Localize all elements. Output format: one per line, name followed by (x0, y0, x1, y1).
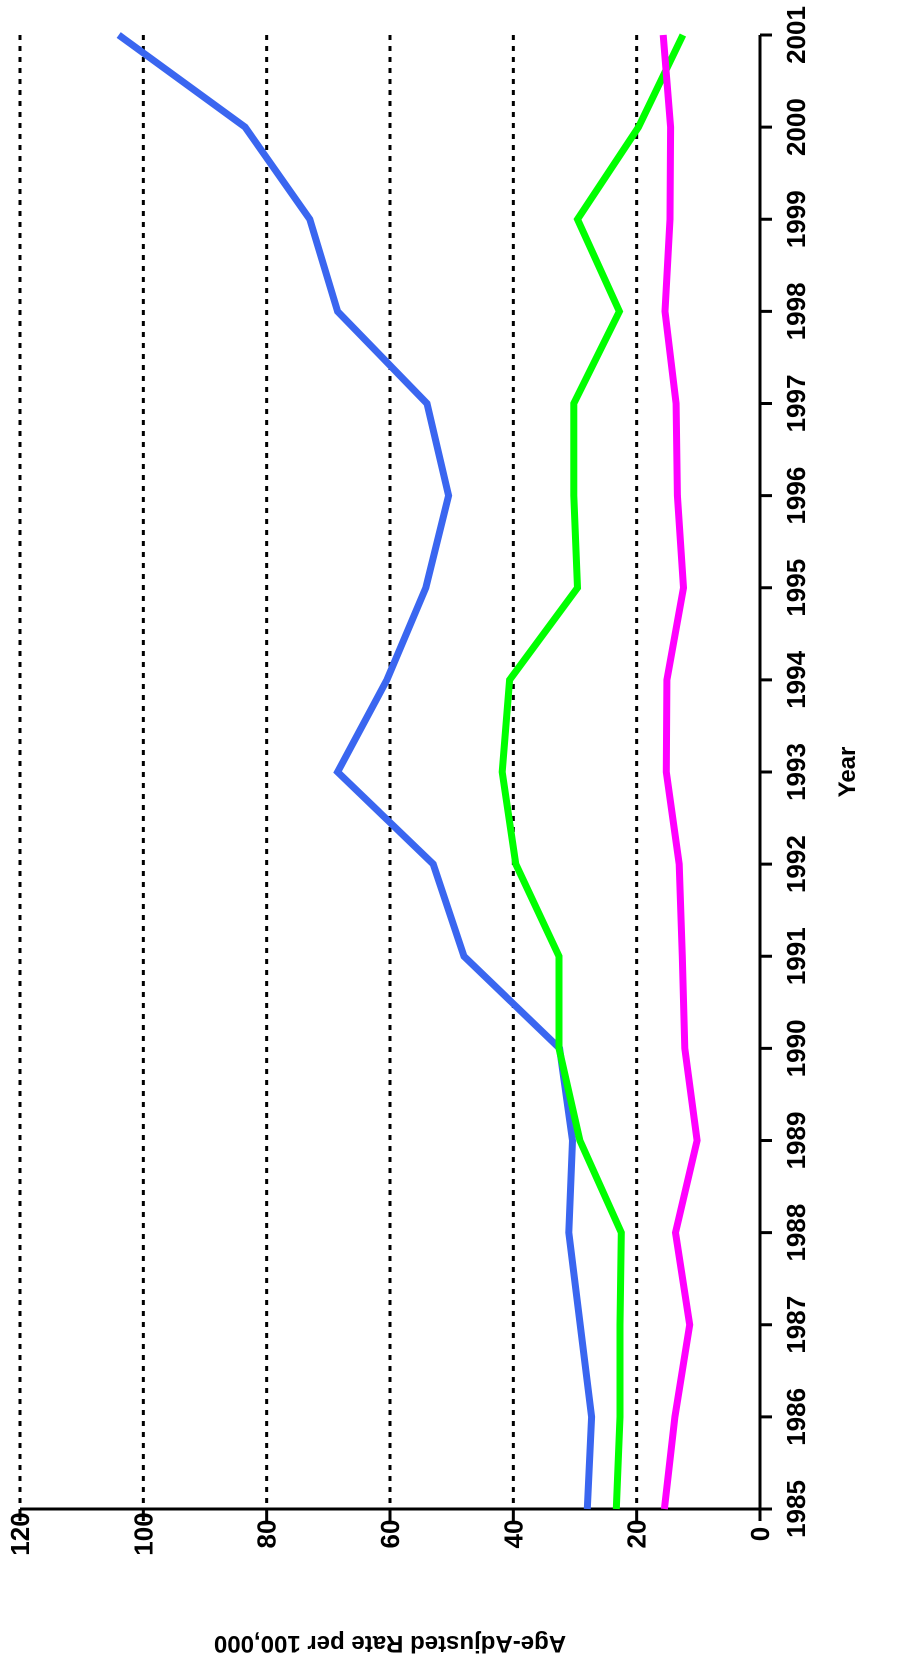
x-tick-label: 1988 (781, 1204, 811, 1262)
series (116, 32, 701, 1510)
gridlines (18, 35, 639, 1509)
ticks (18, 33, 772, 1521)
x-axis-label: Year (834, 747, 861, 798)
x-tick-label: 1989 (781, 1112, 811, 1170)
x-tick-label: 1998 (781, 282, 811, 340)
x-tick-label: 1992 (781, 835, 811, 893)
y-tick-label: 20 (622, 1520, 652, 1549)
x-tick-label: 1995 (781, 559, 811, 617)
x-tick-label: 2001 (781, 6, 811, 64)
series-line-2 (498, 33, 687, 1510)
tick-labels: 0 20 40 60 80 100 120 1985 1986 1987 1988 1989 1990 1… (5, 6, 811, 1556)
x-tick-label: 1997 (781, 375, 811, 433)
x-tick-label: 1996 (781, 467, 811, 525)
y-axis-label: Age-Adjusted Rate per 100,000 (214, 1630, 566, 1657)
x-tick-label: 1985 (781, 1480, 811, 1538)
x-tick-label: 1987 (781, 1296, 811, 1354)
y-tick-label: 60 (375, 1520, 405, 1549)
y-tick-label: 80 (252, 1520, 282, 1549)
series-line-1 (116, 32, 596, 1510)
x-tick-label: 1990 (781, 1019, 811, 1077)
y-tick-label: 40 (498, 1520, 528, 1549)
y-tick-label: 0 (745, 1527, 775, 1541)
x-tick-label: 1986 (781, 1388, 811, 1446)
x-tick-label: 2000 (781, 98, 811, 156)
x-tick-label: 1993 (781, 743, 811, 801)
y-tick-label: 100 (128, 1512, 158, 1555)
series-line-3 (659, 34, 701, 1510)
x-tick-label: 1999 (781, 190, 811, 248)
x-tick-label: 1991 (781, 927, 811, 985)
y-tick-label: 120 (5, 1512, 35, 1555)
x-tick-label: 1994 (781, 650, 811, 708)
